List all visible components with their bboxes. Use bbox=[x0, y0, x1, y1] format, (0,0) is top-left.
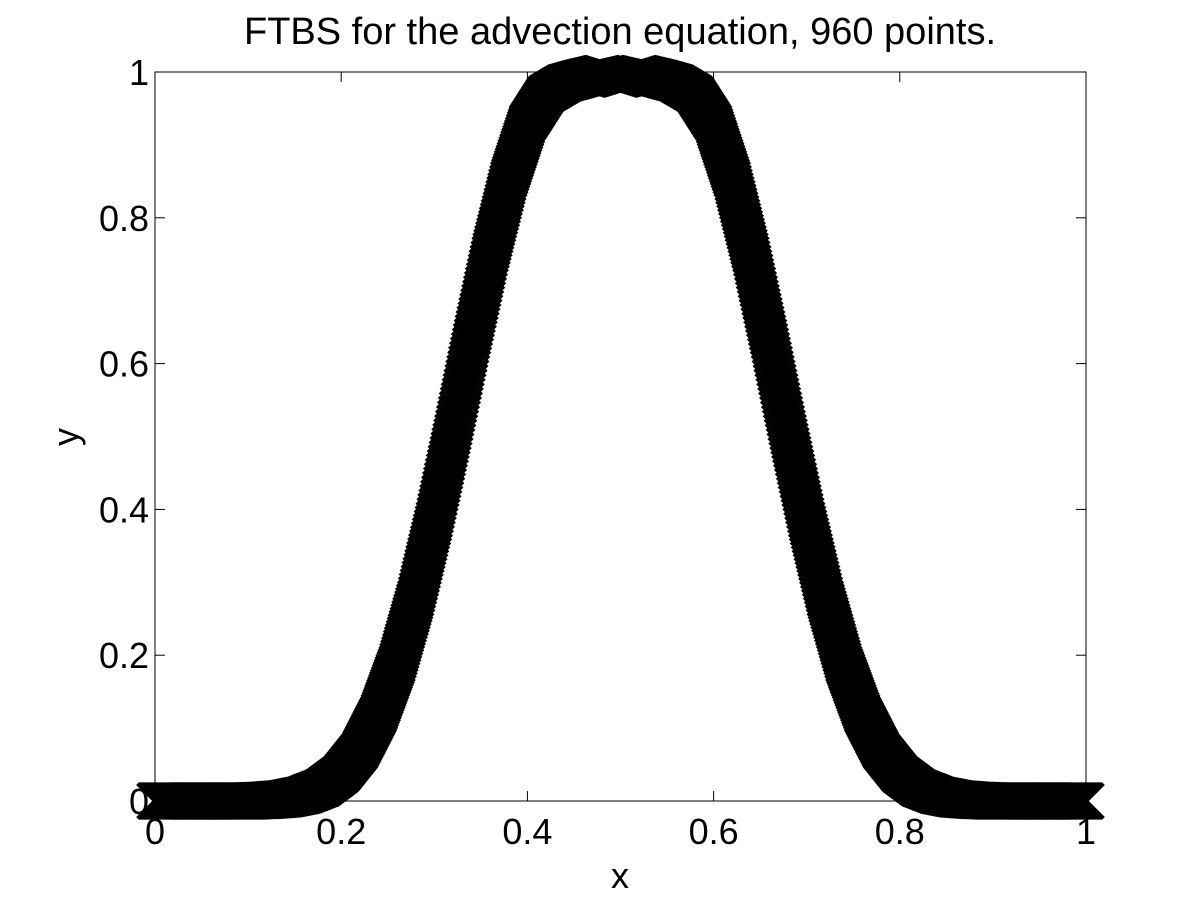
tick-labels: 0 0.2 0.4 0.6 0.8 100.20.40.60.81 bbox=[99, 52, 1096, 852]
x-tick-label: 0.4 bbox=[502, 811, 552, 852]
x-tick-label: 0 bbox=[145, 811, 165, 852]
x-tick-label: 0.8 bbox=[875, 811, 925, 852]
data-series bbox=[136, 54, 1105, 820]
y-tick-label: 1 bbox=[129, 52, 149, 93]
x-tick-label: 0.6 bbox=[689, 811, 739, 852]
y-axis-label: y bbox=[45, 428, 86, 446]
x-axis-label: x bbox=[611, 855, 629, 896]
x-tick-label: 1 bbox=[1076, 811, 1096, 852]
y-tick-label: 0.6 bbox=[99, 344, 149, 385]
data-point bbox=[1067, 782, 1105, 820]
chart-title: FTBS for the advection equation, 960 poi… bbox=[244, 11, 996, 53]
y-tick-label: 0.8 bbox=[99, 198, 149, 239]
x-tick-label: 0.2 bbox=[316, 811, 366, 852]
y-tick-label: 0.4 bbox=[99, 489, 149, 530]
y-tick-label: 0.2 bbox=[99, 635, 149, 676]
